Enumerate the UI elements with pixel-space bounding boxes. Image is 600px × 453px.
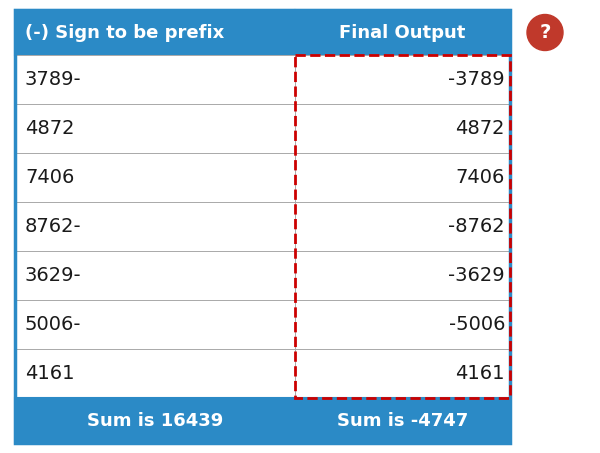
Text: 8762-: 8762- <box>25 217 82 236</box>
Bar <box>15 10 295 55</box>
Bar <box>295 55 510 398</box>
Text: 3629-: 3629- <box>25 266 82 285</box>
Bar <box>295 300 510 349</box>
Text: -8762: -8762 <box>448 217 505 236</box>
Text: ?: ? <box>539 23 551 42</box>
Bar <box>295 251 510 300</box>
Text: 4872: 4872 <box>25 119 74 138</box>
Text: Sum is -4747: Sum is -4747 <box>337 411 468 429</box>
Text: 4161: 4161 <box>25 364 74 383</box>
Bar <box>295 55 510 104</box>
Bar <box>15 104 295 153</box>
Bar <box>295 398 510 443</box>
Text: -5006: -5006 <box>449 315 505 334</box>
Bar <box>295 202 510 251</box>
Bar <box>295 349 510 398</box>
Bar <box>295 10 510 55</box>
Text: -3789: -3789 <box>448 70 505 89</box>
Bar <box>295 153 510 202</box>
Text: (-) Sign to be prefix: (-) Sign to be prefix <box>25 24 224 42</box>
Text: Final Output: Final Output <box>339 24 466 42</box>
Circle shape <box>527 14 563 50</box>
Bar <box>295 104 510 153</box>
Text: 7406: 7406 <box>455 168 505 187</box>
Text: -3629: -3629 <box>448 266 505 285</box>
Bar <box>15 202 295 251</box>
Text: 5006-: 5006- <box>25 315 82 334</box>
Bar <box>15 153 295 202</box>
Bar <box>15 55 295 104</box>
Bar <box>15 251 295 300</box>
Text: 4161: 4161 <box>455 364 505 383</box>
Text: 7406: 7406 <box>25 168 74 187</box>
Bar <box>15 349 295 398</box>
Bar <box>15 10 510 443</box>
Text: 4872: 4872 <box>455 119 505 138</box>
Bar <box>15 398 295 443</box>
Bar <box>15 300 295 349</box>
Text: Sum is 16439: Sum is 16439 <box>87 411 223 429</box>
Text: 3789-: 3789- <box>25 70 82 89</box>
